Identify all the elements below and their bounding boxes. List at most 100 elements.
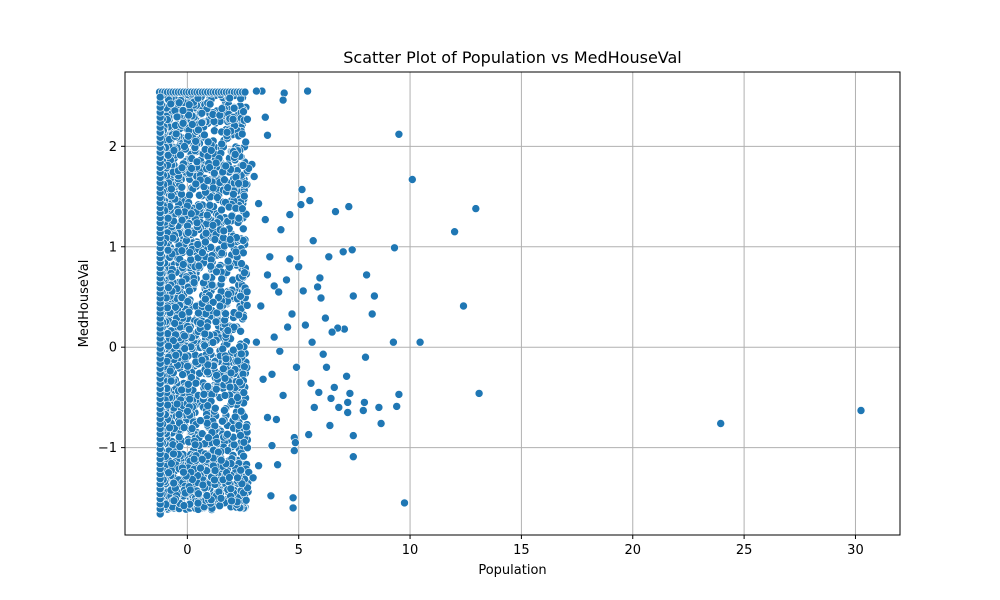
data-point bbox=[210, 126, 219, 135]
data-point bbox=[172, 112, 182, 122]
data-point bbox=[167, 272, 177, 282]
data-point bbox=[226, 484, 236, 494]
data-point bbox=[260, 215, 270, 224]
data-point bbox=[278, 391, 288, 400]
data-point bbox=[241, 495, 251, 505]
x-tick-label: 5 bbox=[295, 543, 303, 558]
data-point bbox=[184, 100, 194, 109]
data-point bbox=[236, 326, 245, 336]
data-point bbox=[327, 327, 337, 337]
x-tick-label: 25 bbox=[736, 543, 753, 558]
data-point bbox=[239, 388, 249, 397]
data-point bbox=[343, 398, 353, 407]
data-point bbox=[230, 150, 240, 159]
data-point bbox=[326, 394, 336, 403]
data-point bbox=[186, 255, 195, 264]
data-point bbox=[236, 431, 245, 440]
data-point bbox=[171, 129, 181, 139]
data-point bbox=[163, 245, 173, 255]
data-point bbox=[209, 117, 219, 126]
y-tick-label: 1 bbox=[109, 240, 117, 255]
data-point bbox=[407, 175, 417, 184]
data-point bbox=[203, 401, 212, 411]
data-point bbox=[242, 287, 252, 297]
data-point bbox=[334, 403, 344, 412]
data-point bbox=[211, 317, 221, 327]
data-point bbox=[265, 252, 275, 262]
data-point bbox=[294, 262, 304, 272]
data-point bbox=[273, 460, 282, 470]
data-point bbox=[392, 402, 402, 411]
data-point bbox=[204, 433, 213, 443]
data-point bbox=[471, 204, 481, 213]
data-point bbox=[187, 164, 196, 173]
data-point bbox=[282, 275, 291, 285]
data-point bbox=[170, 319, 179, 328]
data-point bbox=[183, 297, 193, 306]
data-point bbox=[275, 346, 285, 356]
data-point bbox=[216, 455, 226, 465]
data-point bbox=[188, 120, 197, 129]
data-point bbox=[237, 479, 247, 489]
data-point bbox=[242, 422, 251, 432]
data-point bbox=[194, 261, 204, 271]
data-point bbox=[256, 301, 266, 311]
data-point bbox=[221, 354, 231, 364]
data-point bbox=[171, 350, 181, 360]
data-point bbox=[329, 383, 339, 392]
data-point bbox=[249, 172, 259, 181]
data-point bbox=[210, 168, 219, 178]
data-point bbox=[304, 430, 314, 439]
y-tick-label: 2 bbox=[109, 140, 117, 155]
data-point bbox=[184, 379, 193, 389]
data-point bbox=[164, 341, 173, 351]
data-point bbox=[229, 440, 239, 450]
data-point bbox=[360, 398, 369, 407]
data-point bbox=[313, 282, 322, 292]
data-point bbox=[226, 368, 236, 378]
data-point bbox=[263, 131, 272, 140]
data-point bbox=[163, 303, 172, 313]
data-point bbox=[189, 454, 199, 464]
data-point bbox=[177, 385, 186, 395]
data-point bbox=[316, 293, 326, 303]
data-point bbox=[474, 389, 484, 398]
chart-title: Scatter Plot of Population vs MedHouseVa… bbox=[343, 48, 682, 67]
data-point bbox=[376, 419, 386, 428]
data-point bbox=[347, 245, 357, 255]
data-point bbox=[217, 205, 226, 215]
data-point bbox=[205, 346, 215, 356]
data-point bbox=[239, 107, 248, 116]
data-point bbox=[217, 104, 227, 113]
data-point bbox=[252, 86, 261, 96]
data-point bbox=[192, 157, 202, 167]
data-point bbox=[186, 485, 195, 495]
data-point bbox=[450, 227, 459, 236]
data-point bbox=[220, 391, 230, 400]
data-point bbox=[203, 137, 213, 147]
data-point bbox=[163, 400, 172, 410]
data-point bbox=[252, 337, 261, 347]
data-point bbox=[291, 438, 300, 447]
data-point bbox=[390, 243, 399, 253]
data-point bbox=[307, 337, 317, 347]
data-point bbox=[374, 403, 384, 412]
data-point bbox=[267, 369, 277, 379]
data-point bbox=[248, 473, 258, 483]
data-point bbox=[169, 496, 179, 506]
data-point bbox=[207, 146, 216, 155]
data-point bbox=[303, 86, 312, 96]
data-point bbox=[177, 183, 187, 192]
data-point bbox=[343, 408, 353, 417]
data-point bbox=[324, 252, 334, 262]
data-point bbox=[187, 424, 197, 433]
y-tick-label: −1 bbox=[98, 441, 117, 456]
data-point bbox=[185, 190, 194, 200]
data-point bbox=[348, 452, 358, 462]
data-point bbox=[305, 196, 315, 205]
data-point bbox=[309, 403, 319, 412]
data-point bbox=[258, 374, 268, 384]
data-point bbox=[344, 202, 354, 211]
data-point bbox=[278, 95, 288, 105]
data-point bbox=[223, 429, 232, 439]
